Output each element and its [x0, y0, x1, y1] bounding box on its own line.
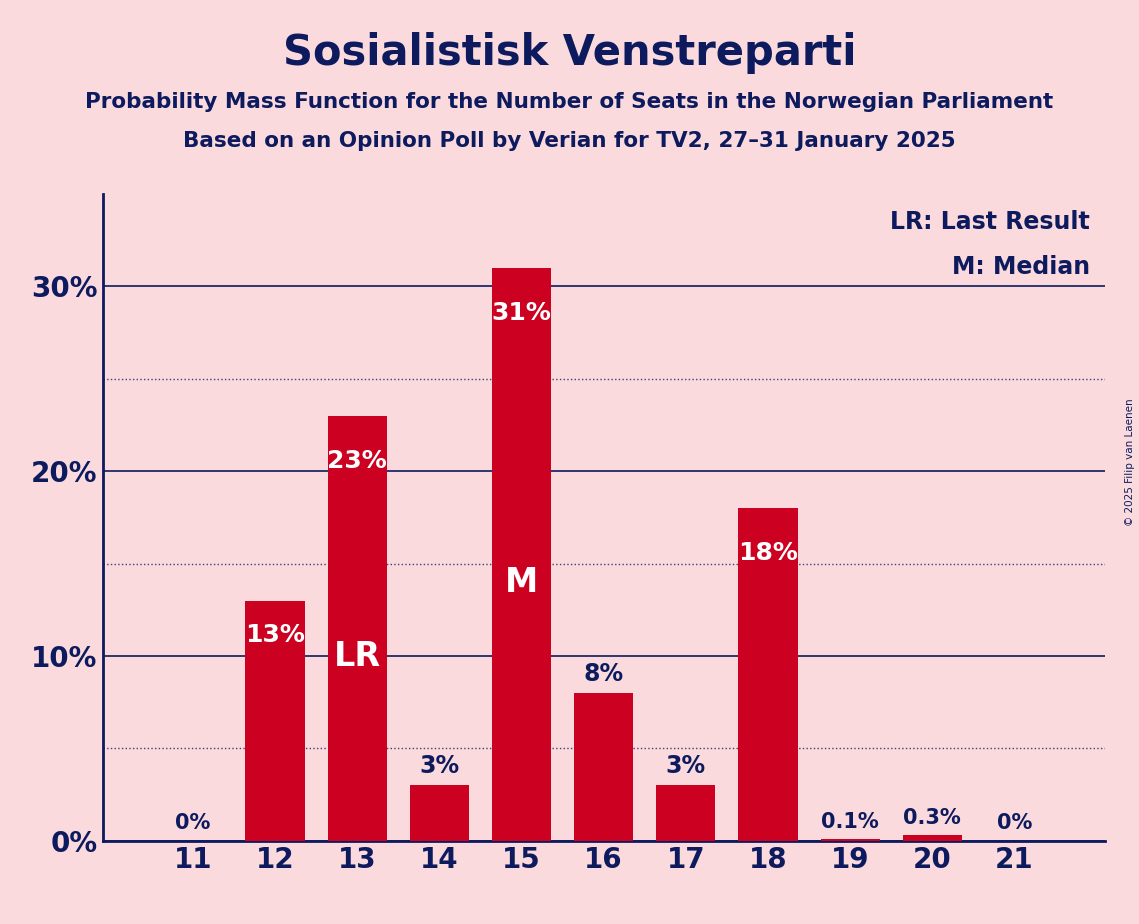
Text: Based on an Opinion Poll by Verian for TV2, 27–31 January 2025: Based on an Opinion Poll by Verian for T… [183, 131, 956, 152]
Text: 3%: 3% [419, 754, 459, 778]
Text: 3%: 3% [666, 754, 706, 778]
Bar [820, 839, 879, 841]
Text: 0.3%: 0.3% [903, 808, 961, 828]
Text: 8%: 8% [583, 662, 624, 686]
Bar [492, 268, 551, 841]
Text: Sosialistisk Venstreparti: Sosialistisk Venstreparti [282, 32, 857, 74]
Text: 0%: 0% [997, 813, 1032, 833]
Bar [574, 693, 633, 841]
Text: 13%: 13% [245, 623, 305, 647]
Bar [656, 785, 715, 841]
Text: 23%: 23% [327, 449, 387, 473]
Bar [903, 835, 961, 841]
Bar [328, 416, 387, 841]
Text: 0.1%: 0.1% [821, 811, 879, 832]
Text: M: Median: M: Median [952, 255, 1090, 279]
Text: 0%: 0% [175, 813, 211, 833]
Text: 18%: 18% [738, 541, 798, 565]
Text: 31%: 31% [492, 301, 551, 325]
Bar [738, 508, 797, 841]
Bar [410, 785, 469, 841]
Bar [246, 601, 304, 841]
Text: Probability Mass Function for the Number of Seats in the Norwegian Parliament: Probability Mass Function for the Number… [85, 92, 1054, 113]
Text: LR: Last Result: LR: Last Result [890, 211, 1090, 234]
Text: LR: LR [334, 639, 380, 673]
Text: © 2025 Filip van Laenen: © 2025 Filip van Laenen [1125, 398, 1134, 526]
Text: M: M [505, 565, 538, 599]
